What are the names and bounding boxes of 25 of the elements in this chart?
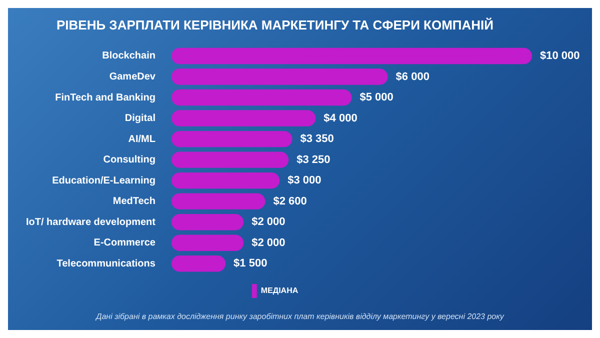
y-tick-label: Blockchain — [102, 50, 156, 62]
y-tick-label: AI/ML — [128, 134, 156, 145]
y-tick-label: Digital — [124, 113, 156, 124]
text: Дані зібрані в рамках дослідження ринку заробітних плат керівників відділу маркетингу у вересні 2023 року — [94, 312, 506, 321]
data-label: $1 500 — [234, 258, 268, 270]
y-tick-label: IoT/ hardware development — [26, 216, 156, 228]
y-tick-label: GameDev — [109, 71, 156, 82]
chart-title: РІВЕНЬ ЗАРПЛАТИ КЕРІВНИКА МАРКЕТИНГУ ТА СФЕРИ КОМПАНІЙ — [56, 17, 494, 32]
y-tick-label: MedTech — [112, 196, 156, 208]
y-tick-label: Telecommunications — [56, 258, 156, 270]
data-label: $5 000 — [360, 92, 394, 104]
data-label: $2 600 — [273, 195, 307, 208]
y-tick-label: FinTech and Banking — [55, 92, 156, 104]
data-label: $10 000 — [540, 50, 580, 62]
data-label: $6 000 — [396, 70, 430, 83]
data-label: $4 000 — [324, 112, 358, 124]
y-tick-label: Education/E-Learning — [52, 175, 156, 186]
y-tick-label: E-Commerce — [94, 238, 156, 249]
data-label: $3 250 — [296, 154, 330, 166]
y-tick-label: Consulting — [103, 154, 156, 166]
data-label: $2 000 — [252, 216, 286, 228]
data-label: $2 000 — [252, 236, 286, 249]
legend-label: МЕДІАНА — [260, 286, 298, 296]
data-label: $3 350 — [300, 133, 334, 146]
data-label: $3 000 — [288, 174, 322, 187]
